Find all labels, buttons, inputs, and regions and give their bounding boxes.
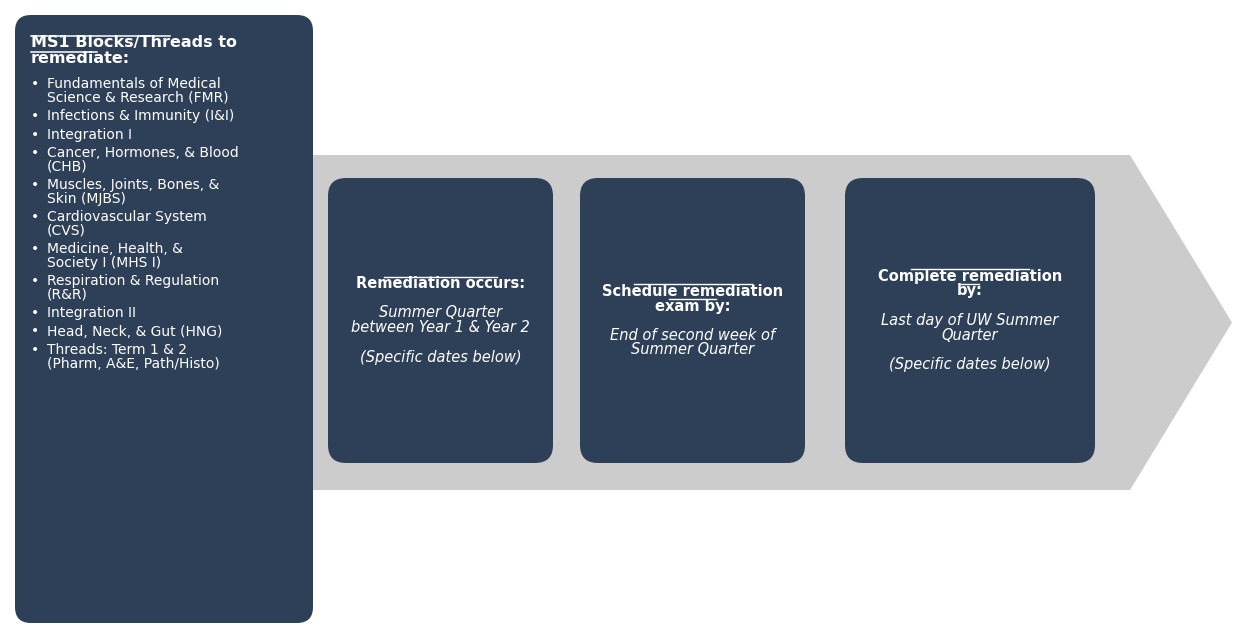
Text: •: • — [31, 274, 40, 288]
Text: •: • — [31, 109, 40, 123]
Text: •: • — [31, 178, 40, 192]
Text: Complete remediation: Complete remediation — [878, 268, 1062, 284]
Text: •: • — [31, 146, 40, 160]
Text: •: • — [31, 128, 40, 141]
Text: exam by:: exam by: — [655, 298, 730, 314]
Text: (CVS): (CVS) — [47, 224, 86, 238]
FancyBboxPatch shape — [15, 15, 313, 623]
Text: •: • — [31, 242, 40, 256]
Text: by:: by: — [958, 284, 982, 298]
Text: Integration II: Integration II — [47, 306, 137, 320]
Text: Integration I: Integration I — [47, 128, 132, 141]
Polygon shape — [306, 155, 1232, 490]
Text: Medicine, Health, &: Medicine, Health, & — [47, 242, 183, 256]
Text: Threads: Term 1 & 2: Threads: Term 1 & 2 — [47, 343, 188, 357]
Text: •: • — [31, 77, 40, 91]
FancyBboxPatch shape — [580, 178, 805, 463]
Text: Society I (MHS I): Society I (MHS I) — [47, 256, 161, 270]
Text: Remediation occurs:: Remediation occurs: — [356, 276, 525, 291]
Text: Summer Quarter: Summer Quarter — [631, 343, 754, 357]
Text: Fundamentals of Medical: Fundamentals of Medical — [47, 77, 221, 91]
FancyBboxPatch shape — [328, 178, 553, 463]
Text: remediate:: remediate: — [31, 51, 130, 66]
Text: between Year 1 & Year 2: between Year 1 & Year 2 — [351, 320, 530, 335]
Text: Cardiovascular System: Cardiovascular System — [47, 210, 206, 224]
Text: Infections & Immunity (I&I): Infections & Immunity (I&I) — [47, 109, 235, 123]
Text: Head, Neck, & Gut (HNG): Head, Neck, & Gut (HNG) — [47, 325, 222, 339]
Text: Summer Quarter: Summer Quarter — [379, 305, 502, 320]
Text: Muscles, Joints, Bones, &: Muscles, Joints, Bones, & — [47, 178, 220, 192]
Text: •: • — [31, 343, 40, 357]
Text: •: • — [31, 306, 40, 320]
Text: End of second week of: End of second week of — [610, 328, 775, 343]
Text: MS1 Blocks/Threads to: MS1 Blocks/Threads to — [31, 35, 237, 50]
Text: Schedule remediation: Schedule remediation — [602, 284, 782, 298]
Text: (Specific dates below): (Specific dates below) — [360, 350, 522, 365]
Text: (CHB): (CHB) — [47, 160, 88, 174]
Text: Last day of UW Summer: Last day of UW Summer — [882, 312, 1058, 328]
FancyBboxPatch shape — [845, 178, 1095, 463]
Text: (R&R): (R&R) — [47, 288, 88, 302]
Text: Skin (MJBS): Skin (MJBS) — [47, 192, 125, 206]
Text: Respiration & Regulation: Respiration & Regulation — [47, 274, 219, 288]
Text: Science & Research (FMR): Science & Research (FMR) — [47, 91, 229, 105]
Text: •: • — [31, 325, 40, 339]
Text: Cancer, Hormones, & Blood: Cancer, Hormones, & Blood — [47, 146, 238, 160]
Text: Quarter: Quarter — [941, 328, 999, 343]
Text: •: • — [31, 210, 40, 224]
Text: (Specific dates below): (Specific dates below) — [889, 357, 1051, 373]
Text: (Pharm, A&E, Path/Histo): (Pharm, A&E, Path/Histo) — [47, 357, 220, 371]
